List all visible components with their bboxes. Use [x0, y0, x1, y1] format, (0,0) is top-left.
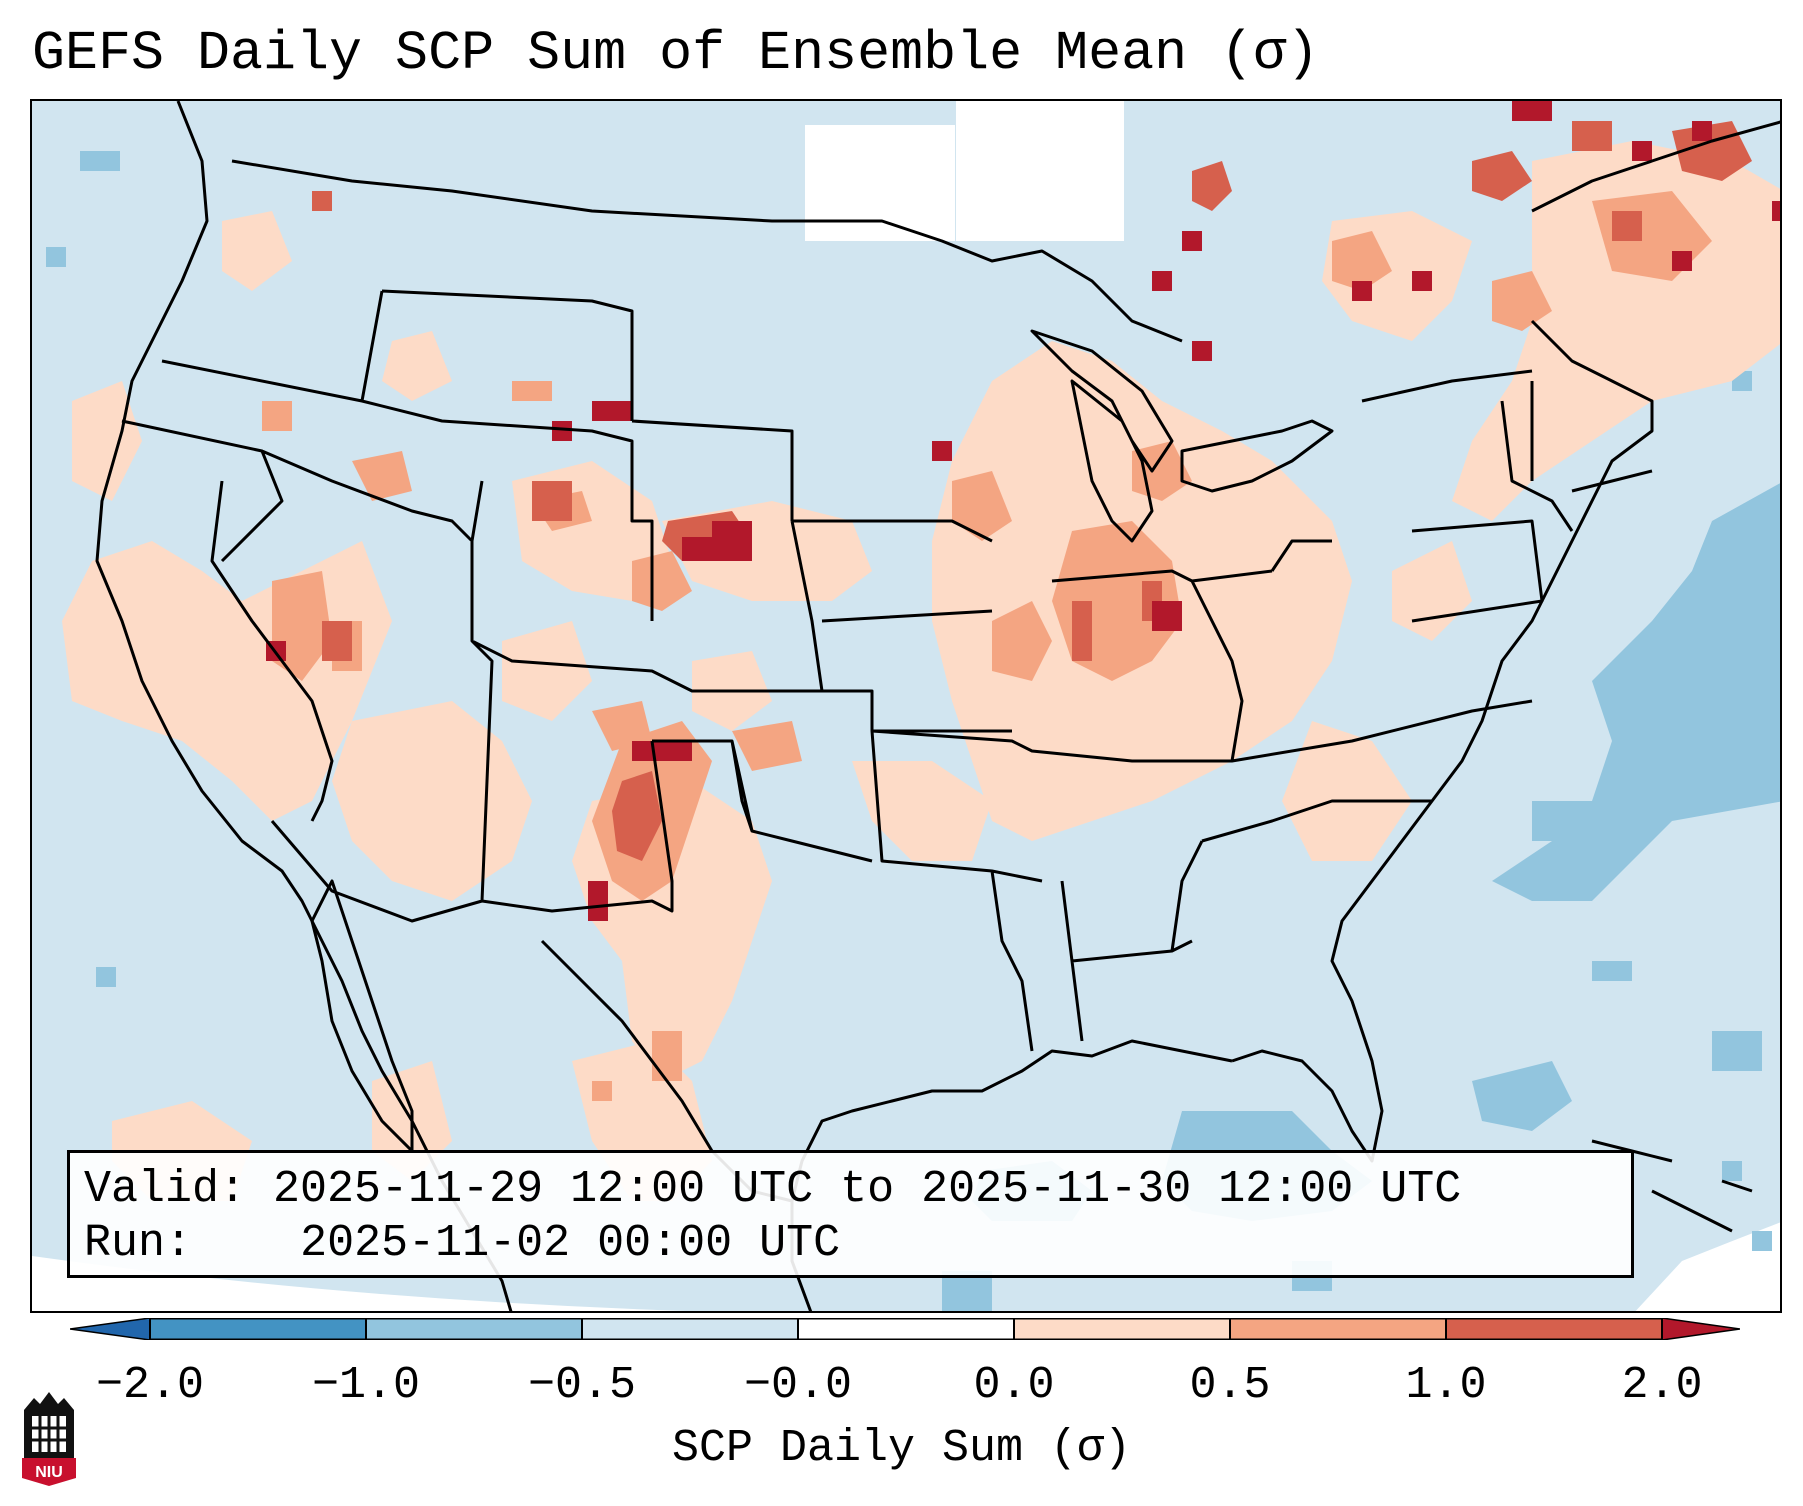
niu-logo-icon: NIU	[22, 1392, 76, 1486]
tick-label: −2.0	[95, 1360, 205, 1411]
map-panel[interactable]	[30, 99, 1782, 1313]
nevada-california-line	[210, 480, 334, 822]
tick-label: 0.5	[1189, 1360, 1271, 1411]
run-value: 2025-11-02 00:00 UTC	[300, 1218, 841, 1269]
colorbar-segment-6	[1230, 1318, 1446, 1340]
map-canvas	[32, 101, 1780, 1311]
colorbar-segment-4	[798, 1318, 1014, 1340]
colorbar	[70, 1318, 1740, 1340]
chart-title: GEFS Daily SCP Sum of Ensemble Mean (σ)	[32, 22, 1320, 85]
tick-label: 1.0	[1405, 1360, 1487, 1411]
great-lakes	[1030, 329, 1334, 543]
us-canada-border	[231, 159, 1183, 343]
coastlines-and-borders	[95, 101, 1780, 1311]
state-lines	[121, 289, 1653, 1052]
tick-label: −0.5	[527, 1360, 637, 1411]
tick-label: 2.0	[1621, 1360, 1703, 1411]
tick-label: −1.0	[311, 1360, 421, 1411]
colorbar-segment-3	[582, 1318, 798, 1340]
colorbar-segment-2	[366, 1318, 582, 1340]
colorbar-segment-7	[1446, 1318, 1662, 1340]
validity-info-box: Valid: 2025-11-29 12:00 UTC to 2025-11-3…	[67, 1150, 1634, 1278]
no-data-areas	[32, 101, 1780, 1311]
colorbar-label: SCP Daily Sum (σ)	[671, 1423, 1132, 1474]
logo-text: NIU	[35, 1464, 63, 1481]
colorbar-segment-5	[1014, 1318, 1230, 1340]
run-label: Run:	[84, 1218, 193, 1269]
tick-label: −0.0	[743, 1360, 853, 1411]
valid-label: Valid:	[84, 1164, 247, 1215]
colorbar-segment-1	[150, 1318, 366, 1340]
tick-label: 0.0	[973, 1360, 1055, 1411]
baja-peninsula	[310, 879, 414, 1153]
colorbar-under-triangle	[70, 1318, 151, 1340]
valid-value: 2025-11-29 12:00 UTC to 2025-11-30 12:00…	[273, 1164, 1462, 1215]
colorbar-over-triangle	[1661, 1318, 1740, 1340]
positive-very-strong-cells	[266, 101, 1780, 921]
